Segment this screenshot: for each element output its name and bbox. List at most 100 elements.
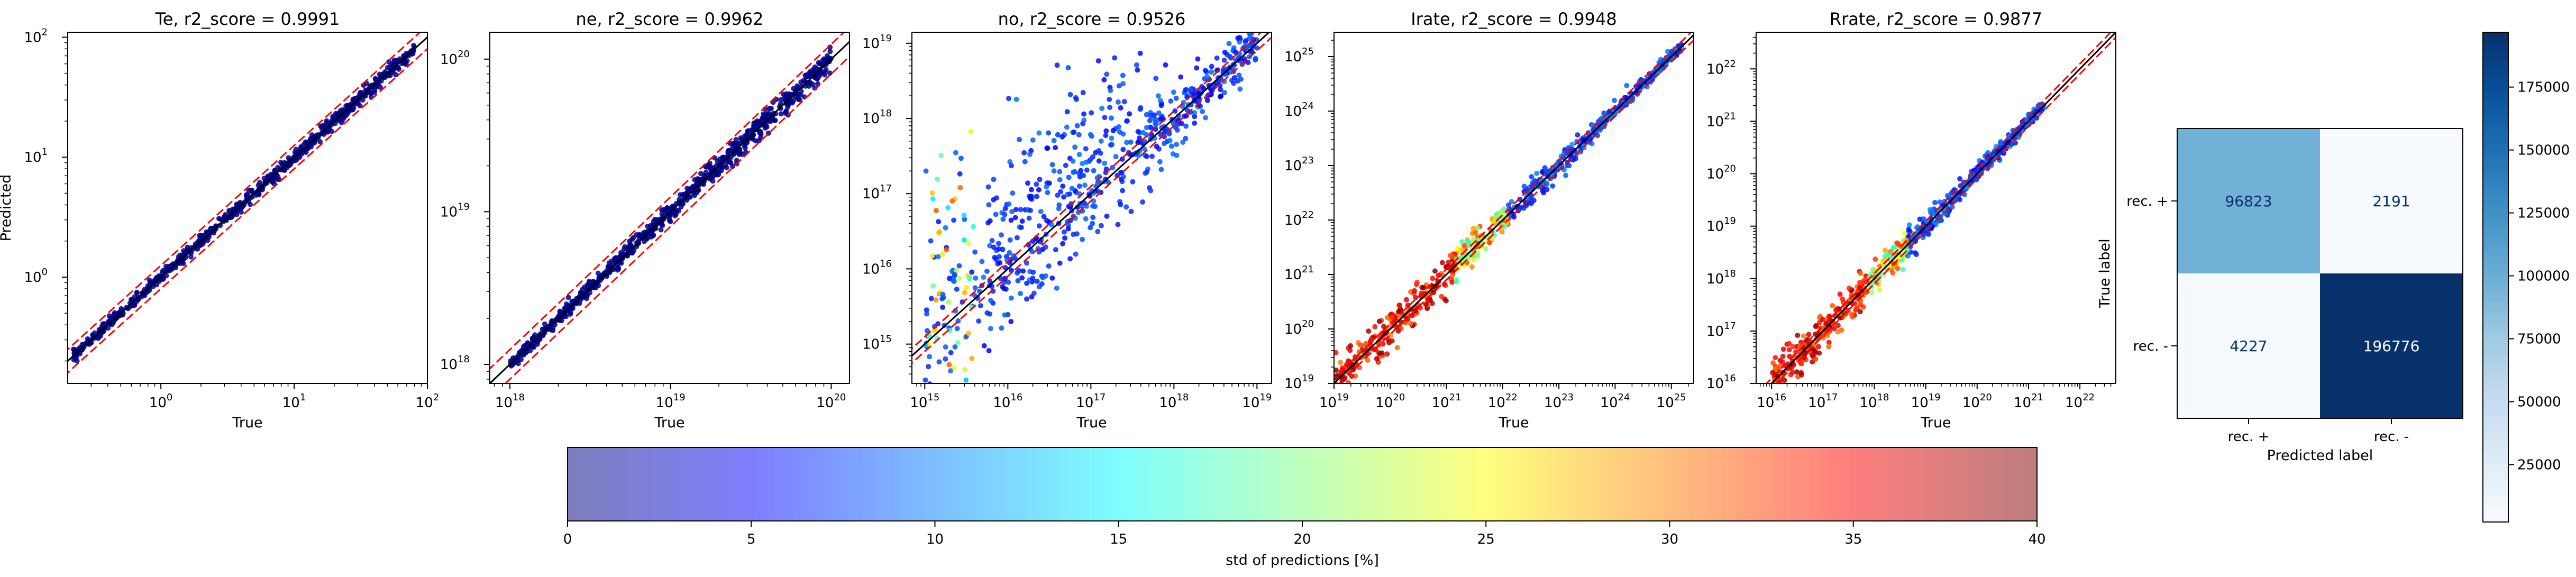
scatter-point xyxy=(520,344,526,350)
cm-colorbar-segment xyxy=(2483,222,2508,226)
cm-colorbar-segment xyxy=(2483,194,2508,198)
scatter-point xyxy=(134,290,140,295)
scatter-point xyxy=(1067,91,1073,97)
std-colorbar-segment xyxy=(661,447,669,521)
cm-colorbar-segment xyxy=(2483,130,2508,134)
cm-colorbar-segment xyxy=(2483,516,2508,520)
std-colorbar-segment xyxy=(1563,447,1570,521)
scatter-point xyxy=(926,364,931,370)
cm-colorbar-segment xyxy=(2483,124,2508,128)
identity-line xyxy=(490,40,849,383)
scatter-point xyxy=(1008,217,1014,223)
std-colorbar-segment xyxy=(928,447,936,521)
std-colorbar-segment xyxy=(2010,447,2017,521)
scatter-point xyxy=(1009,268,1014,273)
scatter-point xyxy=(321,132,327,137)
scatter-point xyxy=(924,328,930,334)
y-tick-base: 10 xyxy=(1284,322,1302,337)
scatter-point xyxy=(1612,97,1617,103)
scatter-point xyxy=(1550,183,1556,189)
scatter-point xyxy=(1024,296,1029,302)
scatter-point xyxy=(1252,17,1257,23)
cm-colorbar-segment xyxy=(2483,50,2508,54)
scatter-point xyxy=(1156,110,1162,116)
std-colorbar-segment xyxy=(1916,447,1924,521)
scatter-point xyxy=(1543,181,1549,187)
scatter-point xyxy=(935,176,940,182)
x-tick-label: 1022 xyxy=(1488,392,1518,411)
cm-colorbar-segment xyxy=(2483,127,2508,131)
cm-colorbar-segment xyxy=(2483,503,2508,507)
scatter-point xyxy=(274,176,280,182)
scatter-point xyxy=(1022,159,1028,164)
scatter-point xyxy=(1002,212,1008,217)
x-tick-base: 10 xyxy=(1432,395,1449,411)
scatter-point xyxy=(1388,332,1394,338)
cm-colorbar-segment xyxy=(2483,436,2508,440)
cm-colorbar-segment xyxy=(2483,139,2508,143)
cm-cell-value: 196776 xyxy=(2363,337,2420,355)
upper-band-line xyxy=(490,32,845,370)
scatter-point xyxy=(1034,278,1040,284)
plot-area xyxy=(490,32,849,383)
y-tick-label: 1024 xyxy=(1284,100,1314,120)
scatter-point xyxy=(1090,221,1095,226)
x-tick-base: 10 xyxy=(2065,395,2082,411)
cm-colorbar-segment xyxy=(2483,249,2508,253)
scatter-point xyxy=(148,280,154,286)
std-colorbar-segment xyxy=(1469,447,1477,521)
minor-ticks xyxy=(65,42,422,387)
std-colorbar-segment xyxy=(1001,447,1009,521)
scatter-point xyxy=(1458,247,1464,253)
scatter-point xyxy=(827,70,833,76)
scatter-point xyxy=(1103,128,1109,134)
x-tick-exponent: 18 xyxy=(1176,392,1189,403)
std-colorbar-segment xyxy=(1669,447,1677,521)
scatter-point xyxy=(808,68,814,74)
cm-cell-value: 2191 xyxy=(2372,193,2410,210)
cm-colorbar-segment xyxy=(2483,482,2508,486)
scatter-point xyxy=(1231,62,1237,68)
scatter-point xyxy=(1809,352,1815,358)
scatter-point xyxy=(999,232,1004,238)
scatter-point xyxy=(1243,38,1249,43)
cm-x-tick-label: rec. - xyxy=(2374,429,2409,445)
x-tick-label: 1022 xyxy=(2065,392,2095,411)
cm-colorbar-segment xyxy=(2483,375,2508,379)
cm-colorbar-segment xyxy=(2483,252,2508,257)
scatter-point xyxy=(368,90,374,96)
cm-colorbar-segment xyxy=(2483,350,2508,354)
scatter-point xyxy=(1036,249,1042,255)
std-colorbar-segment xyxy=(1395,447,1403,521)
scatter-point xyxy=(1174,142,1180,147)
scatter-point xyxy=(1115,99,1121,105)
std-colorbar-segment xyxy=(1168,447,1176,521)
scatter-point xyxy=(973,275,979,281)
panel-title: no, r2_score = 0.9526 xyxy=(998,9,1186,29)
scatter-point xyxy=(988,326,993,332)
std-colorbar-segment xyxy=(1936,447,1944,521)
cm-colorbar-segment xyxy=(2483,326,2508,330)
scatter-point xyxy=(951,279,957,284)
scatter-point xyxy=(927,354,933,360)
scatter-point xyxy=(1432,268,1438,274)
scatter-point xyxy=(1813,323,1819,328)
scatter-point xyxy=(948,350,954,355)
scatter-point xyxy=(329,129,335,134)
scatter-point xyxy=(782,110,788,116)
scatter-point xyxy=(1449,279,1455,285)
cm-colorbar-frame xyxy=(2482,32,2509,523)
scatter-point xyxy=(827,49,833,54)
cm-colorbar-segment xyxy=(2483,148,2508,152)
scatter-point xyxy=(1084,167,1090,173)
cm-colorbar-segment xyxy=(2483,433,2508,437)
scatter-point xyxy=(1443,298,1449,304)
scatter-point xyxy=(1849,292,1855,298)
scatter-point xyxy=(1813,356,1819,362)
cm-colorbar-segment xyxy=(2483,479,2508,483)
cm-colorbar-segment xyxy=(2483,476,2508,480)
scatter-point xyxy=(1012,215,1018,221)
scatter-point xyxy=(580,287,586,292)
std-colorbar-segment xyxy=(1542,447,1550,521)
